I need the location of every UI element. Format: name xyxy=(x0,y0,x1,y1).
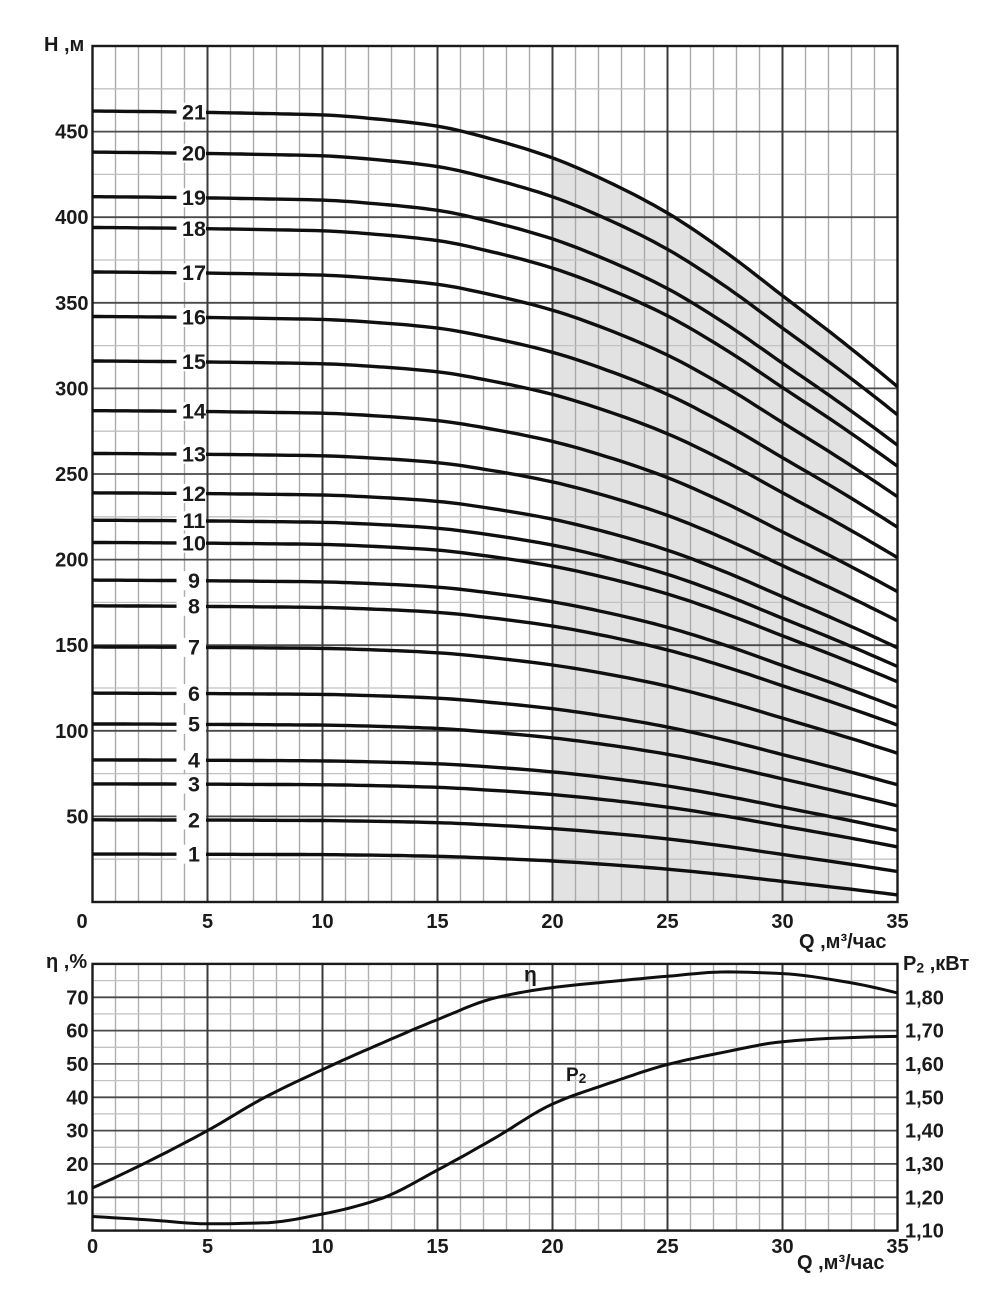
svg-text:14: 14 xyxy=(182,400,206,424)
svg-text:19: 19 xyxy=(182,186,206,210)
svg-text:1,40: 1,40 xyxy=(905,1121,944,1143)
svg-text:1,60: 1,60 xyxy=(905,1054,944,1076)
svg-text:60: 60 xyxy=(66,1021,88,1043)
svg-text:7: 7 xyxy=(188,636,200,660)
svg-text:Q ,м³/час: Q ,м³/час xyxy=(799,931,887,953)
svg-text:15: 15 xyxy=(182,350,206,374)
svg-text:0: 0 xyxy=(87,1236,98,1258)
svg-text:1,30: 1,30 xyxy=(905,1154,944,1176)
svg-text:450: 450 xyxy=(55,122,88,144)
svg-text:1,50: 1,50 xyxy=(905,1087,944,1109)
svg-text:350: 350 xyxy=(55,293,88,315)
svg-text:1,70: 1,70 xyxy=(905,1021,944,1043)
svg-text:8: 8 xyxy=(188,595,200,619)
svg-text:10: 10 xyxy=(311,1236,333,1258)
svg-text:50: 50 xyxy=(66,1054,88,1076)
svg-text:20: 20 xyxy=(541,911,563,933)
svg-text:1,80: 1,80 xyxy=(905,987,944,1009)
svg-text:11: 11 xyxy=(183,509,206,533)
svg-text:25: 25 xyxy=(656,1236,678,1258)
svg-text:10: 10 xyxy=(66,1187,88,1209)
svg-text:12: 12 xyxy=(182,482,206,506)
svg-text:6: 6 xyxy=(188,682,200,706)
svg-text:18: 18 xyxy=(182,217,206,241)
svg-text:15: 15 xyxy=(426,1236,448,1258)
svg-text:η: η xyxy=(524,964,537,987)
svg-text:200: 200 xyxy=(55,550,88,572)
svg-text:35: 35 xyxy=(886,1236,908,1258)
svg-text:1: 1 xyxy=(188,843,200,867)
svg-text:17: 17 xyxy=(182,261,206,285)
svg-text:250: 250 xyxy=(55,464,88,486)
svg-text:25: 25 xyxy=(656,911,678,933)
svg-text:η ,%: η ,% xyxy=(46,951,87,973)
svg-text:10: 10 xyxy=(182,531,206,555)
svg-text:20: 20 xyxy=(66,1154,88,1176)
svg-text:0: 0 xyxy=(76,911,87,933)
svg-text:20: 20 xyxy=(182,142,206,166)
svg-text:20: 20 xyxy=(541,1236,563,1258)
svg-text:P2: P2 xyxy=(566,1065,586,1086)
svg-text:15: 15 xyxy=(426,911,448,933)
svg-text:P2 ,кВт: P2 ,кВт xyxy=(903,953,969,976)
svg-text:150: 150 xyxy=(55,635,88,657)
svg-text:4: 4 xyxy=(188,749,200,773)
svg-text:13: 13 xyxy=(182,443,206,467)
svg-text:30: 30 xyxy=(66,1121,88,1143)
svg-text:1,20: 1,20 xyxy=(905,1187,944,1209)
svg-text:9: 9 xyxy=(188,569,200,593)
svg-text:100: 100 xyxy=(55,721,88,743)
svg-text:16: 16 xyxy=(182,306,206,330)
svg-text:400: 400 xyxy=(55,207,88,229)
svg-text:21: 21 xyxy=(182,101,206,125)
svg-text:Q ,м³/час: Q ,м³/час xyxy=(797,1252,885,1274)
svg-text:2: 2 xyxy=(188,808,200,832)
svg-text:5: 5 xyxy=(202,911,213,933)
svg-text:50: 50 xyxy=(66,806,88,828)
svg-text:300: 300 xyxy=(55,378,88,400)
svg-text:1,10: 1,10 xyxy=(905,1221,944,1243)
svg-text:Н ,м: Н ,м xyxy=(44,34,84,56)
svg-text:30: 30 xyxy=(771,911,793,933)
svg-text:30: 30 xyxy=(771,1236,793,1258)
svg-text:3: 3 xyxy=(188,772,200,796)
svg-text:5: 5 xyxy=(188,713,200,737)
svg-text:70: 70 xyxy=(66,987,88,1009)
svg-text:40: 40 xyxy=(66,1087,88,1109)
svg-text:35: 35 xyxy=(886,911,908,933)
svg-text:10: 10 xyxy=(311,911,333,933)
svg-text:5: 5 xyxy=(202,1236,213,1258)
